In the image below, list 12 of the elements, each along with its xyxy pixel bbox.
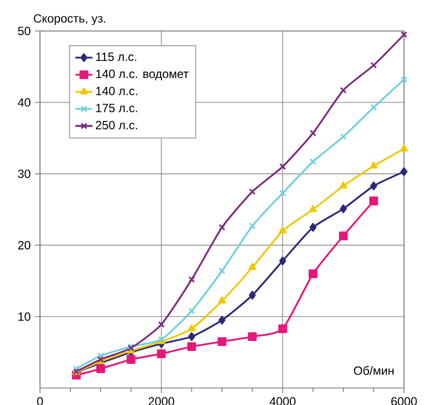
y-tick-label: 40 [18, 98, 30, 107]
legend-label: 115 л.с. [96, 52, 136, 61]
legend-label: 140 л.с. [96, 86, 138, 96]
y-tick-label: 10 [18, 312, 30, 321]
legend-label: 250 л.с. [96, 120, 138, 130]
y-tick-label: 20 [18, 240, 30, 250]
y-tick-label: 30 [18, 170, 30, 178]
x-axis-title: Об/мин [354, 366, 394, 375]
y-axis-title: Скорость, уз. [34, 14, 106, 26]
y-tick-label: 50 [18, 26, 30, 36]
legend-label: 175 л.с. [96, 104, 138, 112]
legend-label: 140 л.с. водомет [96, 70, 189, 80]
